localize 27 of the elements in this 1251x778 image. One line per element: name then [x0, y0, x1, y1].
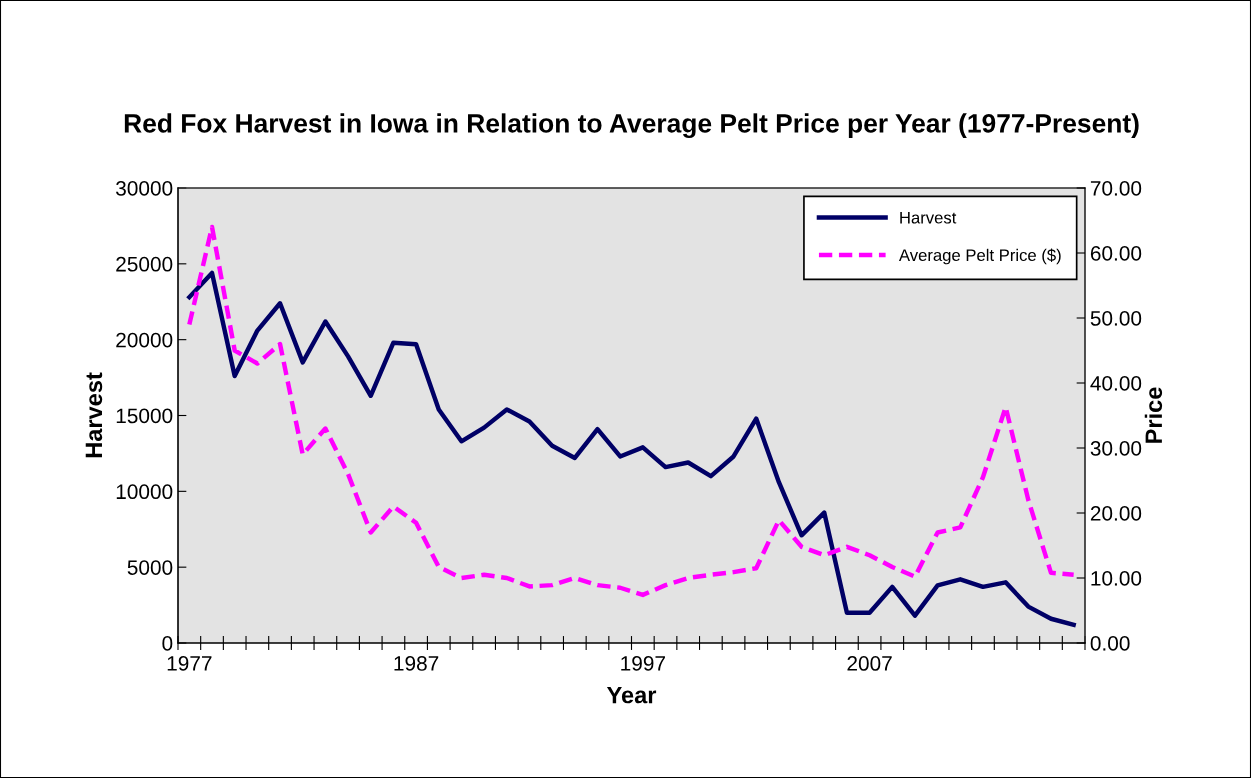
legend-label: Harvest: [900, 211, 957, 224]
y-tick-label: 15000: [116, 408, 173, 424]
line-series: [187, 224, 1076, 598]
chart-title: Red Fox Harvest in Iowa in Relation to Average Pelt Price per Year (1977-Present): [124, 113, 1139, 139]
x-tick-label: 1997: [621, 656, 665, 671]
y-tick-label: 0: [162, 636, 173, 651]
y-tick-label: 20000: [116, 332, 173, 348]
y2-axis-title: Price: [1144, 387, 1163, 443]
y2-tick-label: 30.00: [1090, 441, 1142, 456]
y2-tick-label: 60.00: [1090, 246, 1142, 261]
x-tick-label: 1977: [167, 656, 212, 671]
line-series: [187, 270, 1076, 628]
y2-tick-label: 40.00: [1090, 376, 1142, 391]
y2-tick-label: 70.00: [1090, 181, 1142, 196]
y-tick-label: 25000: [116, 256, 173, 272]
y2-tick-label: 0.00: [1090, 636, 1130, 651]
x-tick-label: 1987: [394, 656, 439, 671]
y-tick-label: 10000: [116, 484, 173, 500]
y2-tick-label: 20.00: [1090, 506, 1142, 521]
y-tick-label: 5000: [127, 560, 173, 575]
y-tick-label: 30000: [116, 181, 173, 196]
y2-tick-label: 10.00: [1091, 571, 1142, 586]
legend-label: Average Pelt Price ($): [898, 248, 1061, 265]
y2-tick-label: 50.00: [1090, 311, 1142, 326]
x-axis-title: Year: [606, 686, 657, 704]
y-axis-title: Harvest: [85, 372, 103, 458]
x-tick-label: 2007: [847, 656, 892, 671]
